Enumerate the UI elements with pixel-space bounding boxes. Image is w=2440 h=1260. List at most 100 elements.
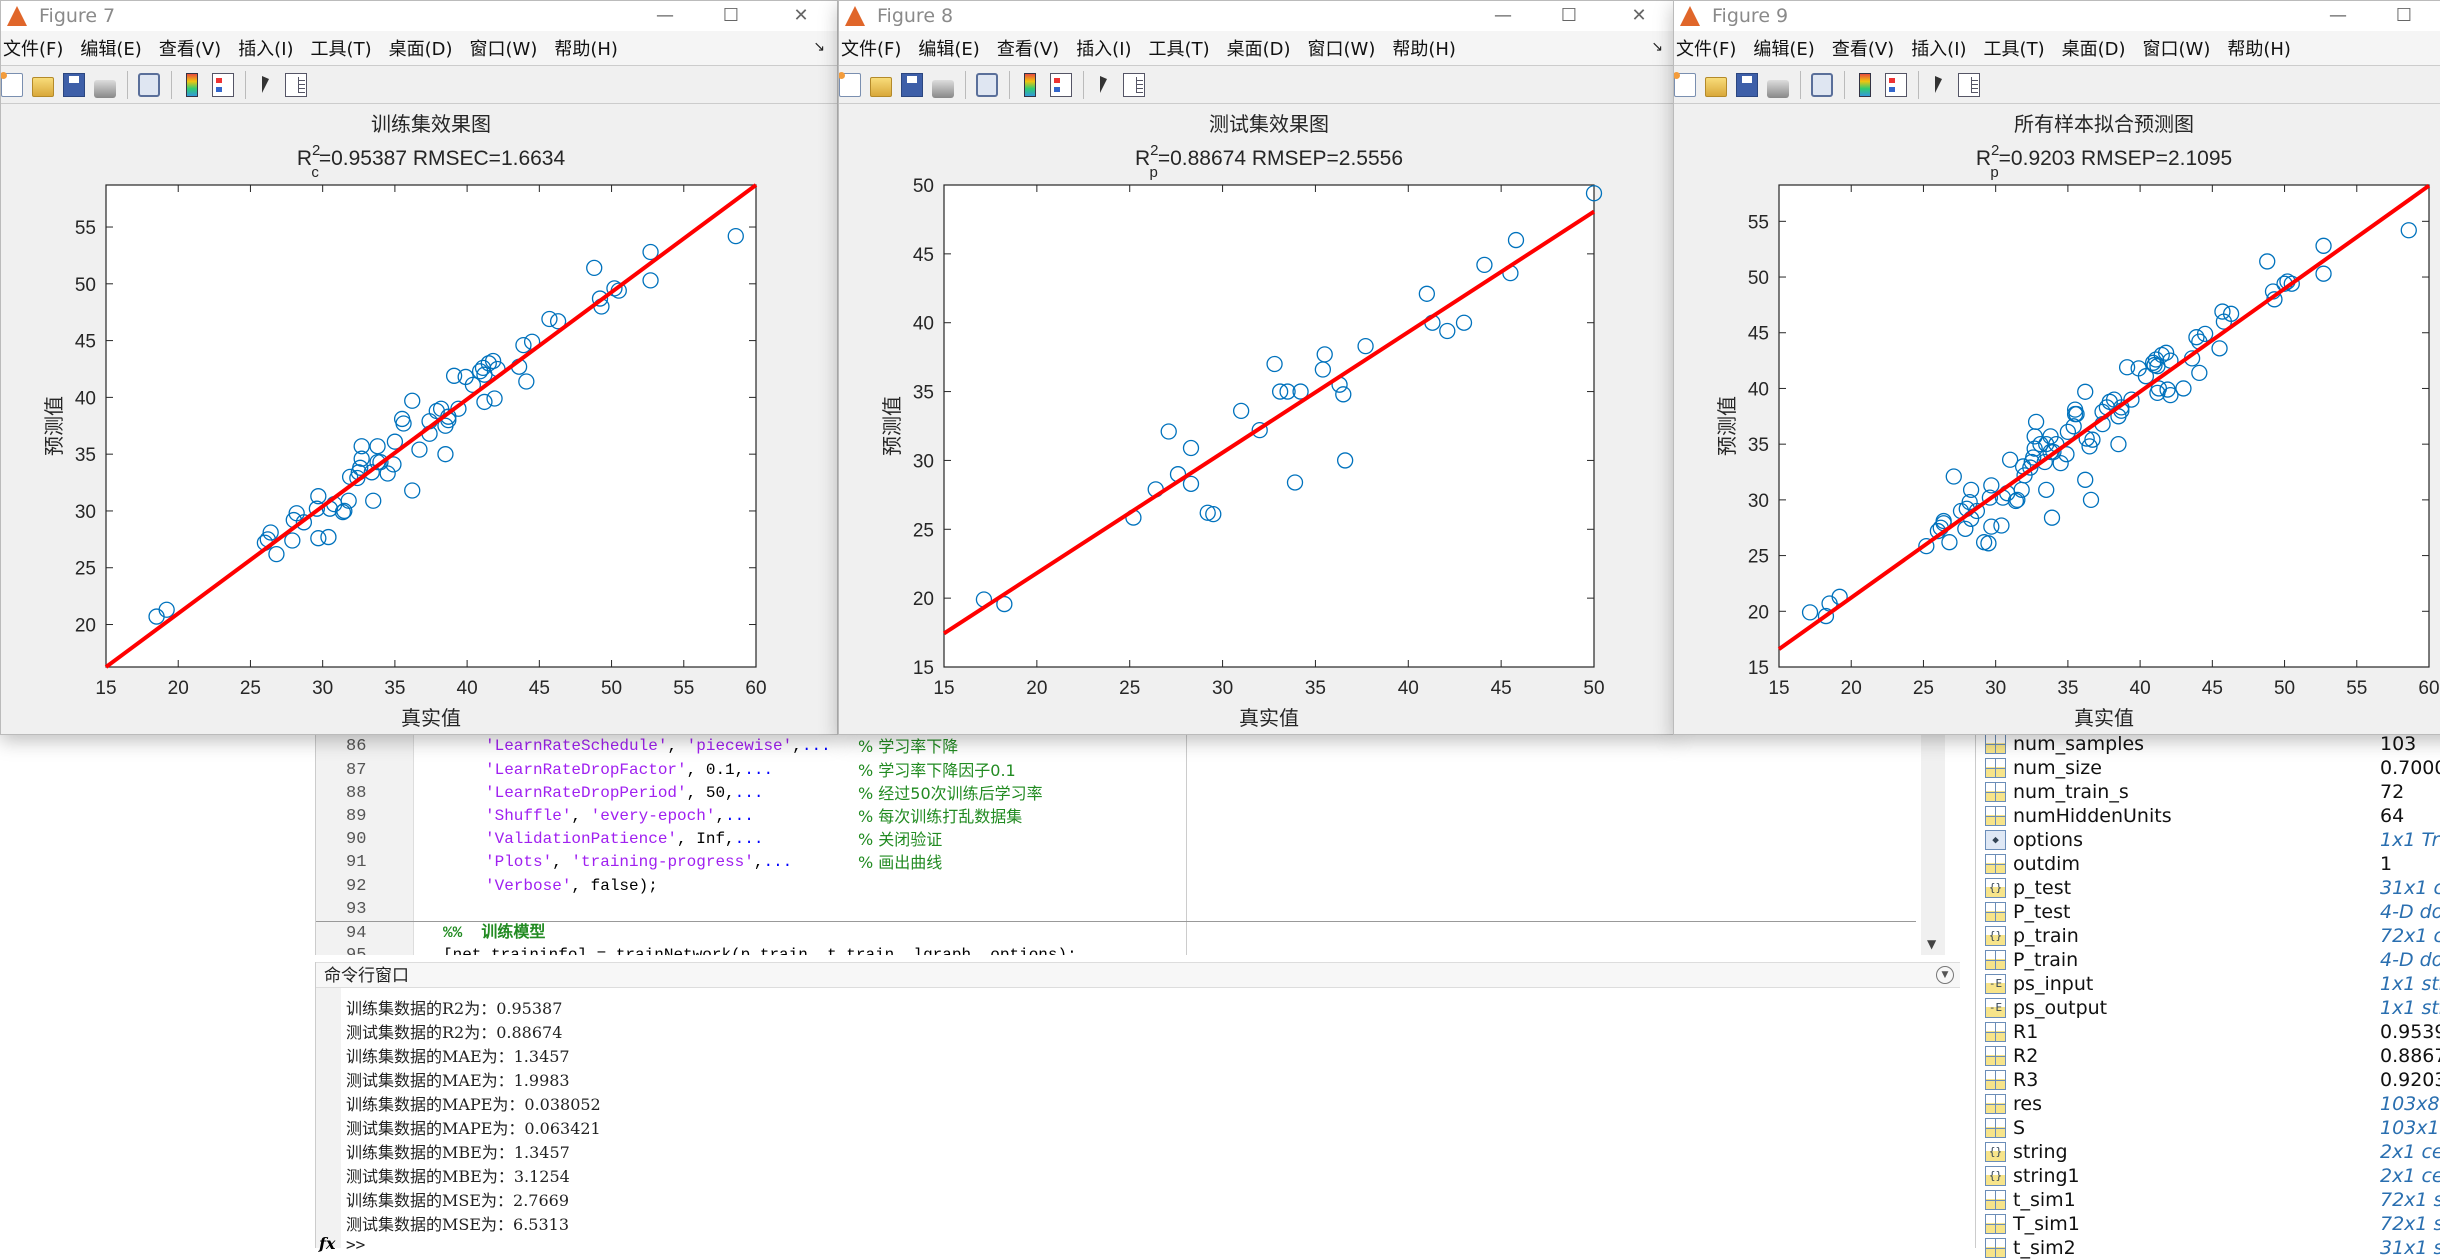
property-inspector-icon[interactable] bbox=[285, 72, 307, 97]
legend-icon[interactable] bbox=[1050, 72, 1072, 97]
code-editor[interactable]: 86 'LearnRateSchedule', 'piecewise',... % … bbox=[315, 735, 1947, 955]
workspace-variable[interactable]: {} string 2x1 cel bbox=[1976, 1140, 2440, 1164]
workspace-variable[interactable]: num_train_s 72 bbox=[1976, 780, 2440, 804]
menu-item[interactable]: 文件(F) bbox=[1676, 39, 1737, 60]
open-file-icon[interactable] bbox=[870, 76, 892, 97]
open-file-icon[interactable] bbox=[32, 76, 54, 97]
workspace-variable[interactable]: P_test 4-D do bbox=[1976, 900, 2440, 924]
menu-item[interactable]: 帮助(H) bbox=[1392, 39, 1456, 60]
colorbar-icon[interactable] bbox=[186, 72, 198, 97]
code-line[interactable]: 86 'LearnRateSchedule', 'piecewise',... % … bbox=[316, 735, 1916, 758]
legend-icon[interactable] bbox=[1885, 72, 1907, 97]
close-button[interactable]: ✕ bbox=[1631, 5, 1647, 26]
workspace-variable[interactable]: S 103x1 bbox=[1976, 1116, 2440, 1140]
dock-icon[interactable]: ↘ bbox=[1651, 39, 1663, 55]
print-icon[interactable] bbox=[1767, 79, 1789, 98]
menu-item[interactable]: 查看(V) bbox=[158, 39, 222, 60]
property-inspector-icon[interactable] bbox=[1958, 72, 1980, 97]
panel-menu-icon[interactable]: ▼ bbox=[1936, 966, 1954, 984]
menu-item[interactable]: 桌面(D) bbox=[1226, 39, 1291, 60]
pointer-icon[interactable] bbox=[1935, 76, 1942, 93]
figure-window[interactable]: Figure 7 — ☐ ✕ 文件(F) 编辑(E) 查看(V) 插入(I) 工具(T) 桌面(D… bbox=[0, 0, 838, 735]
menu-item[interactable]: 编辑(E) bbox=[80, 39, 142, 60]
workspace-variable[interactable]: outdim 1 bbox=[1976, 852, 2440, 876]
maximize-button[interactable]: ☐ bbox=[722, 5, 740, 26]
menu-item[interactable]: 查看(V) bbox=[1831, 39, 1895, 60]
workspace-variable[interactable]: R2 0.8867 bbox=[1976, 1044, 2440, 1068]
link-plot-icon[interactable] bbox=[976, 72, 998, 97]
workspace-panel[interactable]: num_samples 103 num_size 0.7000 num_train_s 7… bbox=[1975, 720, 2440, 1259]
menu-item[interactable]: 工具(T) bbox=[310, 39, 372, 60]
workspace-variable[interactable]: ◆ options 1x1 Tra bbox=[1976, 828, 2440, 852]
open-file-icon[interactable] bbox=[1705, 76, 1727, 97]
code-line[interactable]: 94 %% 训练模型 bbox=[316, 921, 1916, 944]
window-titlebar[interactable]: Figure 7 — ☐ ✕ bbox=[1, 1, 837, 31]
editor-scrollbar[interactable]: ▼ bbox=[1921, 735, 1945, 955]
workspace-variable[interactable]: R1 0.9539 bbox=[1976, 1020, 2440, 1044]
menu-item[interactable]: 文件(F) bbox=[841, 39, 902, 60]
workspace-variable[interactable]: T_sim1 72x1 si bbox=[1976, 1212, 2440, 1236]
window-titlebar[interactable]: Figure 8 — ☐ ✕ bbox=[839, 1, 1675, 31]
code-line[interactable]: 93 bbox=[316, 898, 1916, 921]
workspace-variable[interactable]: num_samples 103 bbox=[1976, 732, 2440, 756]
menu-item[interactable]: 插入(I) bbox=[1911, 39, 1967, 60]
property-inspector-icon[interactable] bbox=[1123, 72, 1145, 97]
save-icon[interactable] bbox=[63, 72, 85, 97]
menu-item[interactable]: 窗口(W) bbox=[2142, 39, 2211, 60]
menu-item[interactable]: 工具(T) bbox=[1148, 39, 1210, 60]
new-figure-icon[interactable] bbox=[839, 71, 861, 97]
menu-item[interactable]: 桌面(D) bbox=[388, 39, 453, 60]
close-button[interactable]: ✕ bbox=[793, 5, 809, 26]
workspace-variable[interactable]: -E ps_output 1x1 str bbox=[1976, 996, 2440, 1020]
menu-item[interactable]: 插入(I) bbox=[1076, 39, 1132, 60]
minimize-button[interactable]: — bbox=[2329, 5, 2347, 26]
menu-item[interactable]: 编辑(E) bbox=[918, 39, 980, 60]
menu-item[interactable]: 插入(I) bbox=[238, 39, 294, 60]
menu-item[interactable]: 窗口(W) bbox=[469, 39, 538, 60]
print-icon[interactable] bbox=[932, 79, 954, 98]
code-line[interactable]: 87 'LearnRateDropFactor', 0.1,... % 学习率下降因… bbox=[316, 759, 1916, 782]
menu-item[interactable]: 桌面(D) bbox=[2061, 39, 2126, 60]
figure-window[interactable]: Figure 8 — ☐ ✕ 文件(F) 编辑(E) 查看(V) 插入(I) 工具(T) 桌面(D… bbox=[838, 0, 1676, 735]
pointer-icon[interactable] bbox=[262, 76, 269, 93]
code-line[interactable]: 92 'Verbose', false); bbox=[316, 875, 1916, 898]
workspace-variable[interactable]: -E ps_input 1x1 str bbox=[1976, 972, 2440, 996]
command-prompt[interactable]: >> bbox=[346, 1235, 366, 1254]
maximize-button[interactable]: ☐ bbox=[2395, 5, 2413, 26]
menu-item[interactable]: 查看(V) bbox=[996, 39, 1060, 60]
workspace-variable[interactable]: {} p_train 72x1 ce bbox=[1976, 924, 2440, 948]
colorbar-icon[interactable] bbox=[1024, 72, 1036, 97]
command-window[interactable]: 命令行窗口 ▼ 训练集数据的R2为：0.95387 测试集数据的R2为：0.886… bbox=[315, 962, 1960, 1254]
workspace-variable[interactable]: P_train 4-D do bbox=[1976, 948, 2440, 972]
code-line[interactable]: 88 'LearnRateDropPeriod', 50,... % 经过50次训练… bbox=[316, 782, 1916, 805]
menu-item[interactable]: 帮助(H) bbox=[2227, 39, 2291, 60]
code-line[interactable]: 95 [net,traininfo] = trainNetwork(p_train… bbox=[316, 944, 1916, 955]
new-figure-icon[interactable] bbox=[1674, 71, 1696, 97]
menu-item[interactable]: 文件(F) bbox=[3, 39, 64, 60]
menu-item[interactable]: 窗口(W) bbox=[1307, 39, 1376, 60]
save-icon[interactable] bbox=[901, 72, 923, 97]
workspace-variable[interactable]: t_sim1 72x1 si bbox=[1976, 1188, 2440, 1212]
code-line[interactable]: 89 'Shuffle', 'every-epoch',... % 每次训练打乱数据… bbox=[316, 805, 1916, 828]
window-titlebar[interactable]: Figure 9—☐✕ bbox=[1674, 1, 2440, 31]
scroll-down-arrow-icon[interactable]: ▼ bbox=[1927, 937, 1937, 951]
legend-icon[interactable] bbox=[212, 72, 234, 97]
workspace-variable[interactable]: R3 0.9203 bbox=[1976, 1068, 2440, 1092]
workspace-variable[interactable]: num_size 0.7000 bbox=[1976, 756, 2440, 780]
figure-window[interactable]: Figure 9—☐✕文件(F)编辑(E)查看(V)插入(I)工具(T)桌面(D… bbox=[1673, 0, 2440, 735]
print-icon[interactable] bbox=[94, 79, 116, 98]
workspace-variable[interactable]: numHiddenUnits 64 bbox=[1976, 804, 2440, 828]
link-plot-icon[interactable] bbox=[1811, 72, 1833, 97]
maximize-button[interactable]: ☐ bbox=[1560, 5, 1578, 26]
workspace-variable[interactable]: {} p_test 31x1 ce bbox=[1976, 876, 2440, 900]
code-line[interactable]: 90 'ValidationPatience', Inf,... % 关闭验证 bbox=[316, 828, 1916, 851]
save-icon[interactable] bbox=[1736, 72, 1758, 97]
pointer-icon[interactable] bbox=[1100, 76, 1107, 93]
code-line[interactable]: 91 'Plots', 'training-progress',... % 画出曲线 bbox=[316, 851, 1916, 874]
link-plot-icon[interactable] bbox=[138, 72, 160, 97]
minimize-button[interactable]: — bbox=[1494, 5, 1512, 26]
menu-item[interactable]: 工具(T) bbox=[1983, 39, 2045, 60]
minimize-button[interactable]: — bbox=[656, 5, 674, 26]
fx-icon[interactable]: fx bbox=[319, 1234, 336, 1253]
new-figure-icon[interactable] bbox=[1, 71, 23, 97]
